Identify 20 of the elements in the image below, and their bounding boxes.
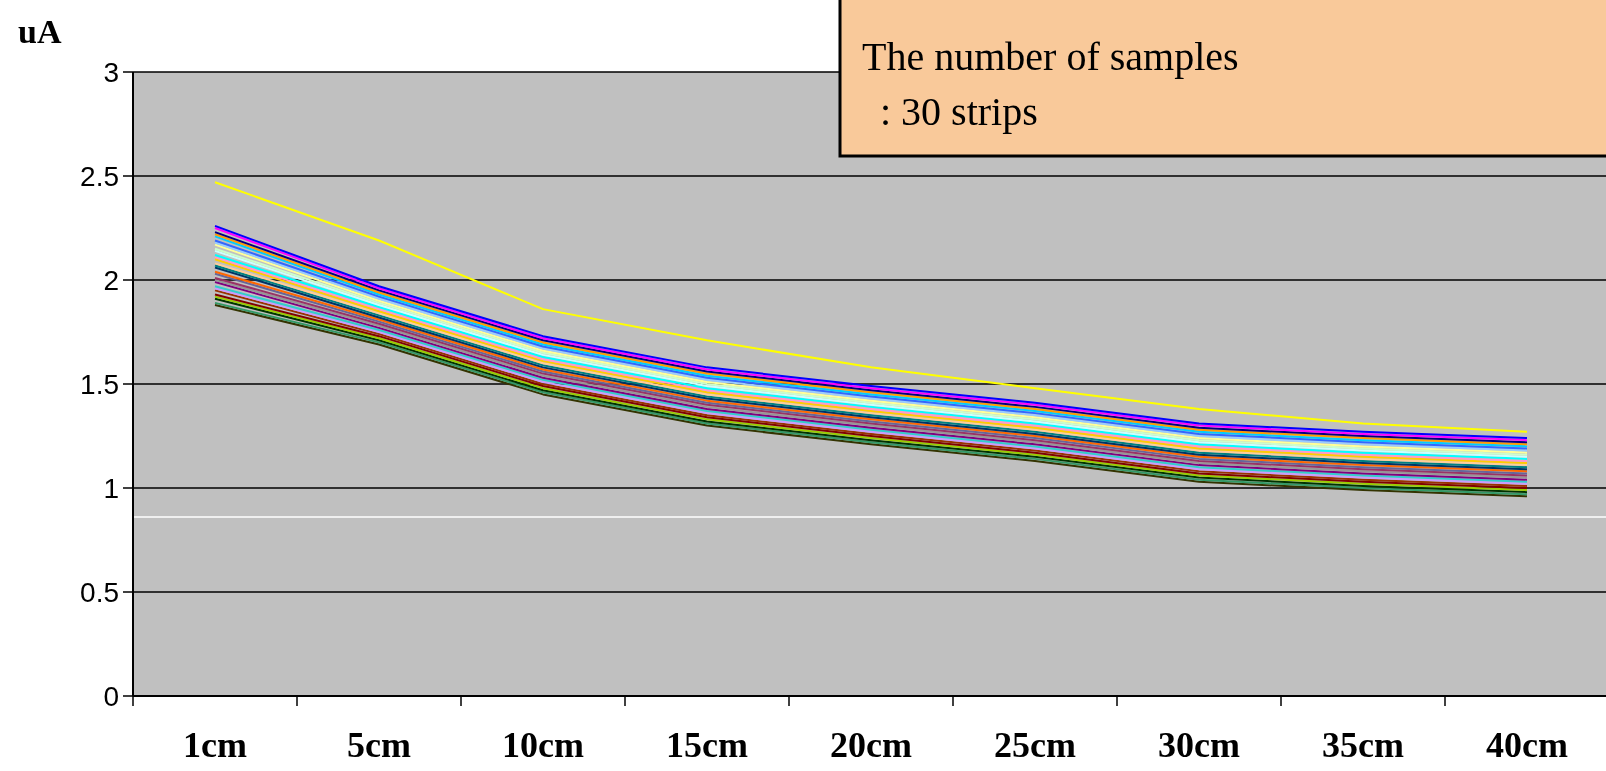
x-tick-label: 30cm bbox=[1158, 725, 1240, 765]
y-tick-label: 2.5 bbox=[80, 160, 119, 192]
x-tick-label: 20cm bbox=[830, 725, 912, 765]
x-tick-label: 25cm bbox=[994, 725, 1076, 765]
y-tick-label: 2 bbox=[103, 264, 119, 296]
x-tick-label: 40cm bbox=[1486, 725, 1568, 765]
line-series bbox=[214, 181, 1528, 433]
x-tick-label: 35cm bbox=[1322, 725, 1404, 765]
y-tick-label: 1 bbox=[103, 472, 119, 504]
y-tick-label: 3 bbox=[103, 56, 119, 88]
x-tick-label: 5cm bbox=[347, 725, 411, 765]
x-tick-label: 15cm bbox=[666, 725, 748, 765]
y-tick-label: 1.5 bbox=[80, 368, 119, 400]
y-tick-label: 0.5 bbox=[80, 576, 119, 608]
annotation: : 30 strips bbox=[880, 89, 1038, 134]
y-axis-title: uA bbox=[18, 13, 62, 50]
x-tick-label: 1cm bbox=[183, 725, 247, 765]
annotation: The number of samples bbox=[862, 34, 1239, 79]
y-tick-label: 0 bbox=[103, 680, 119, 712]
x-tick-label: 10cm bbox=[502, 725, 584, 765]
